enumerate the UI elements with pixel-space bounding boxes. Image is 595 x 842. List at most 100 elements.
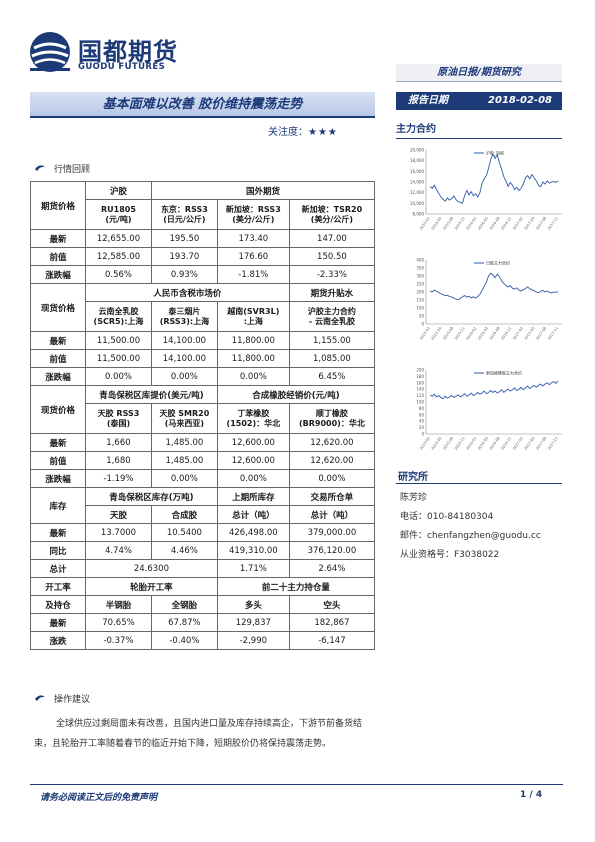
y-tick-label: 50 — [419, 314, 425, 319]
chart-svg: 20,000 18,000 16,000 14,000 12,000 10,000 8,00… — [410, 148, 562, 231]
column-header: 沪胶主力合约 - 云南全乳胶 — [288, 301, 376, 332]
divider — [396, 138, 562, 139]
row-label-inventory: 库存 — [30, 487, 86, 524]
table-row: 前值 11,500.00 14,100.00 11,800.00 1,085.00 — [30, 349, 376, 368]
group-warrants: 交易所仓单 — [288, 487, 376, 506]
page-number: 1 / 4 — [520, 790, 543, 800]
column-header: 云南全乳胶 (SCR5):上海 — [85, 301, 152, 332]
report-date-label: 报告日期 — [408, 95, 448, 106]
y-tick-label: 100 — [416, 306, 424, 311]
row-label-spot: 现货价格 — [30, 283, 86, 332]
globe-logo-icon — [30, 32, 70, 72]
x-tick-label: 2017-02 — [512, 216, 524, 231]
group-basis: 期货升贴水 — [288, 283, 376, 302]
report-date-bar: 报告日期 2018-02-08 — [396, 92, 562, 110]
x-tick-label: 2016-02 — [465, 216, 477, 231]
title-banner: 基本面难以改善 胶价维持震荡走势 — [30, 92, 375, 118]
analyst-email[interactable]: 邮件：chenfangzhen@guodu.cc — [400, 531, 541, 541]
row-label-futures: 期货价格 — [30, 181, 86, 230]
x-tick-label: 2016-11 — [500, 436, 512, 451]
chart-shfe-rubber: 20,000 18,000 16,000 14,000 12,000 10,000 8,00… — [396, 142, 566, 237]
x-tick-label: 2016-02 — [465, 436, 477, 451]
y-tick-label: 10,000 — [410, 201, 424, 206]
report-date-value: 2018-02-08 — [488, 95, 552, 106]
x-tick-label: 2017-11 — [547, 436, 559, 451]
table-row: 最新 11,500.00 14,100.00 11,800.00 1,155.00 — [30, 331, 376, 350]
row-label-operating: 开工率 — [30, 577, 86, 596]
legend-label: 新加坡橡胶主力合约 — [486, 370, 522, 376]
y-tick-label: 16,000 — [410, 169, 424, 174]
x-tick-label: 2016-05 — [477, 216, 489, 231]
operation-advice-label: 操作建议 — [54, 695, 91, 705]
group-qingdao-inventory: 青岛保税区库存(万吨) — [85, 487, 218, 506]
footer-divider — [30, 784, 563, 785]
x-tick-label: 2015-02 — [419, 436, 431, 451]
x-tick-label: 2017-05 — [524, 436, 536, 451]
report-title: 基本面难以改善 胶价维持震荡走势 — [102, 97, 303, 112]
column-header: 越南(SVR3L):上海 — [216, 301, 290, 332]
column-header: 天胶 RSS3 (泰国) — [85, 403, 152, 434]
table-row: 涨跌 -0.37% -0.40% -2,990 -6,147 — [30, 631, 376, 650]
y-tick-label: 200 — [416, 368, 424, 373]
column-header: 天胶 SMR20 (马来西亚) — [150, 403, 218, 434]
analyst-name: 陈芳珍 — [400, 493, 428, 503]
y-tick-label: 120 — [416, 393, 424, 398]
analyst-phone: 电话：010-84180304 — [400, 512, 494, 522]
group-synthetic-rubber: 合成橡胶经销价(元/吨) — [216, 385, 376, 404]
logo-chinese-name: 国都期货 — [78, 38, 178, 66]
group-shfe-inventory: 上期所库存 — [216, 487, 290, 506]
column-header: 丁苯橡胶 (1502)：华北 — [216, 403, 290, 434]
series-line — [429, 153, 559, 204]
document-type-label: 原油日报/期货研究 — [396, 64, 562, 82]
table-row: 最新 70.65% 67.87% 129,837 182,867 — [30, 613, 376, 632]
advice-paragraph: 全球供应过剩局面未有改善，且国内进口量及库存持续高企，下游节前备货结束，且轮胎开… — [34, 719, 363, 749]
x-tick-label: 2016-05 — [477, 326, 489, 341]
y-tick-label: 160 — [416, 380, 424, 385]
x-tick-label: 2015-05 — [431, 216, 443, 231]
x-tick-label: 2017-11 — [547, 216, 559, 231]
y-tick-label: 140 — [416, 387, 424, 392]
y-tick-label: 300 — [416, 274, 424, 279]
column-header: 顺丁橡胶 (BR9000)：华北 — [288, 403, 376, 434]
market-review-label: 行情回顾 — [54, 165, 91, 175]
disclaimer-note: 请务必阅读正文后的免责声明 — [40, 793, 158, 803]
row-label-spot-2: 现货价格 — [30, 385, 86, 434]
group-domestic: 沪胶 — [85, 181, 152, 200]
column-header: 新加坡：TSR20 (美分/公斤) — [288, 199, 376, 230]
group-rmb-market: 人民币含税市场价 — [85, 283, 290, 302]
table-row: 同比 4.74% 4.46% 419,310.00 376,120.00 — [30, 541, 376, 560]
section-swirl-icon — [35, 695, 45, 701]
table-row: 最新 1,660 1,485.00 12,600.00 12,620.00 — [30, 433, 376, 452]
x-tick-label: 2015-02 — [419, 326, 431, 341]
table-row: 总计 24.6300 1.71% 2.64% — [30, 559, 376, 578]
x-tick-label: 2015-11 — [454, 436, 466, 451]
table-row: 涨跌幅 0.00% 0.00% 0.00% 6.45% — [30, 367, 376, 386]
y-tick-label: 18,000 — [410, 158, 424, 163]
y-tick-label: 14,000 — [410, 180, 424, 185]
y-tick-label: 150 — [416, 298, 424, 303]
y-tick-label: 12,000 — [410, 190, 424, 195]
x-tick-label: 2016-05 — [477, 436, 489, 451]
legend-label: 日胶主力合约 — [486, 260, 510, 266]
x-tick-label: 2015-11 — [454, 216, 466, 231]
y-tick-label: 100 — [416, 400, 424, 405]
y-tick-label: 350 — [416, 266, 424, 271]
y-tick-label: 20 — [419, 425, 425, 430]
x-tick-label: 2015-11 — [454, 326, 466, 341]
column-header: 新加坡：RSS3 (美分/公斤) — [216, 199, 290, 230]
section-swirl-icon — [35, 165, 45, 171]
group-top20-positions: 前二十主力持仓量 — [216, 577, 376, 596]
y-tick-label: 400 — [416, 258, 424, 263]
table-row: 最新 13.7000 10.5400 426,498.00 379,000.00 — [30, 523, 376, 542]
group-tire-operating: 轮胎开工率 — [85, 577, 218, 596]
market-review-heading: 行情回顾 — [34, 162, 90, 175]
series-line — [429, 272, 559, 301]
y-tick-label: 20,000 — [410, 148, 424, 153]
chart-tokyo-rubber: 400 350 300 250 200 150 100 50 0 2015-02 2015-05 20… — [396, 252, 566, 347]
x-tick-label: 2015-05 — [431, 326, 443, 341]
table-row: 前值 12,585.00 193.70 176.60 150.50 — [30, 247, 376, 266]
market-data-table: 期货价格 沪胶 国外期货 RU1805 (元/吨) 东京：RSS3 (日元/公斤) … — [30, 181, 376, 650]
x-tick-label: 2017-02 — [512, 436, 524, 451]
